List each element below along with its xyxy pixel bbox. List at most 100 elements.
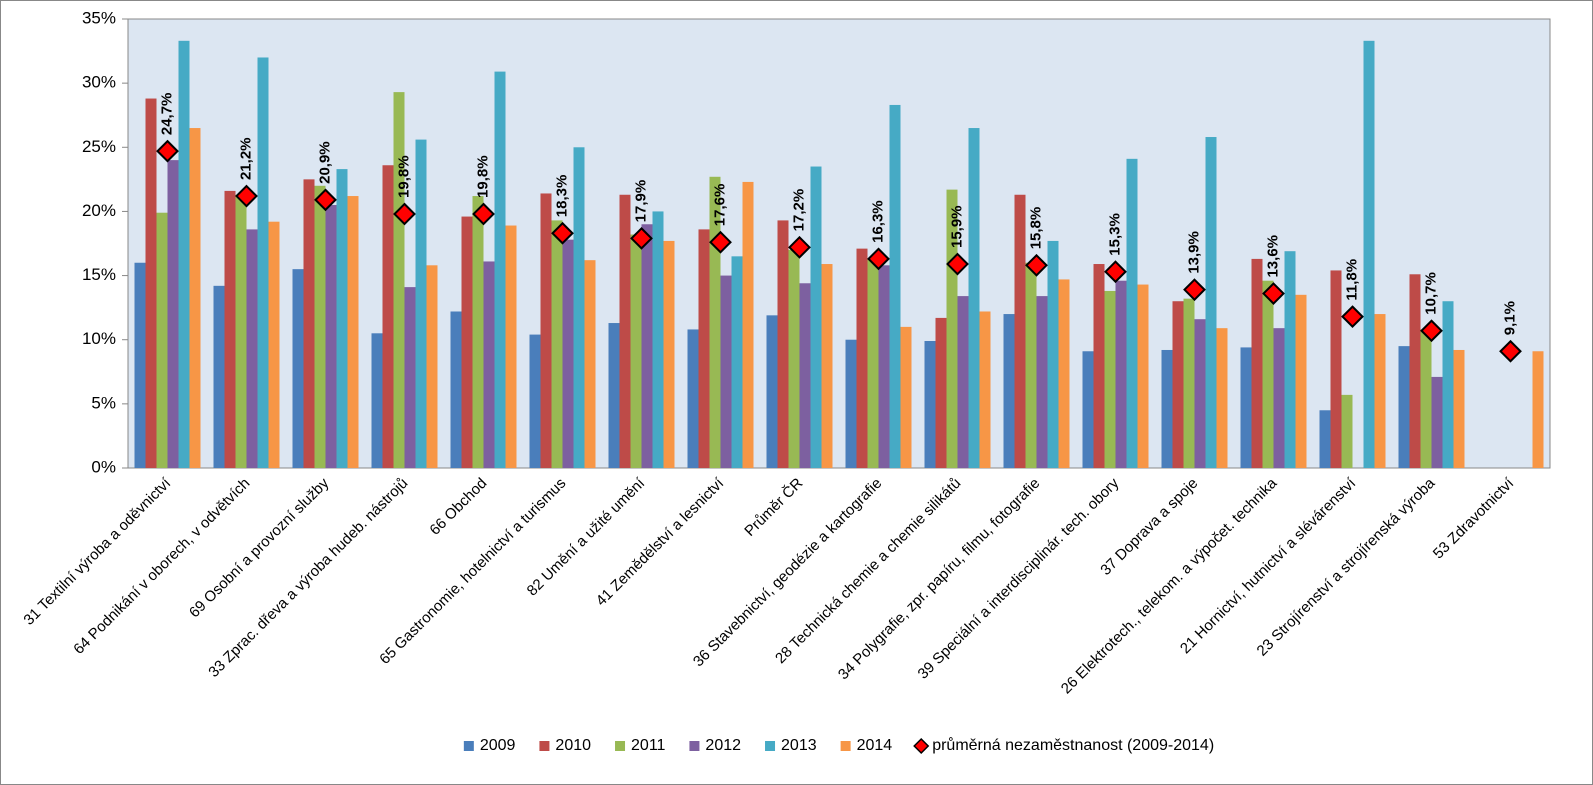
bar xyxy=(1273,328,1285,468)
bar xyxy=(303,179,315,468)
legend-swatch xyxy=(539,741,550,751)
bar xyxy=(134,262,146,468)
bar xyxy=(529,334,541,468)
plot-area xyxy=(127,18,1551,469)
bar xyxy=(935,317,947,468)
data-label: 19,8% xyxy=(395,155,412,198)
legend-marker xyxy=(913,737,930,755)
y-tick-label: 25% xyxy=(82,137,116,156)
bar xyxy=(867,258,879,468)
bar xyxy=(821,264,833,468)
data-label: 16,3% xyxy=(869,200,886,243)
bar xyxy=(1431,376,1443,468)
bar xyxy=(551,220,563,468)
bar xyxy=(1014,194,1026,468)
bar xyxy=(810,166,822,468)
bar xyxy=(845,339,857,468)
bar xyxy=(1183,298,1195,468)
bar xyxy=(1126,158,1138,468)
bar xyxy=(573,147,585,469)
marker xyxy=(1341,305,1364,329)
data-label: 11,8% xyxy=(1343,259,1360,301)
bar xyxy=(450,311,462,468)
legend-label: 2012 xyxy=(705,737,741,754)
bar xyxy=(1025,262,1037,468)
marker xyxy=(1104,260,1127,284)
y-tick-label: 20% xyxy=(82,201,116,220)
bar xyxy=(619,194,631,468)
bar xyxy=(766,315,778,468)
bar xyxy=(145,98,157,468)
bar xyxy=(1330,270,1342,468)
bar xyxy=(900,326,912,468)
marker xyxy=(551,221,574,245)
bar xyxy=(1251,258,1263,468)
bar xyxy=(946,189,958,468)
bar xyxy=(325,205,337,468)
bar xyxy=(924,340,936,468)
y-tick-label: 15% xyxy=(82,265,116,284)
legend-swatch xyxy=(615,741,626,751)
y-tick-label: 0% xyxy=(91,457,116,476)
y-tick-label: 10% xyxy=(82,329,116,348)
bar xyxy=(957,296,969,468)
bar xyxy=(404,287,416,468)
bar xyxy=(1398,346,1410,468)
marker xyxy=(1420,319,1443,343)
bar xyxy=(540,193,552,468)
data-label: 24,7% xyxy=(158,93,175,136)
bar xyxy=(167,160,179,468)
data-label: 15,9% xyxy=(948,205,965,248)
marker xyxy=(156,139,179,163)
bar xyxy=(788,249,800,468)
bar xyxy=(1194,319,1206,468)
bar xyxy=(663,240,675,468)
bar xyxy=(1093,264,1105,468)
bar xyxy=(777,220,789,468)
data-label: 17,2% xyxy=(790,189,807,232)
bar xyxy=(246,229,258,468)
data-label: 9,1% xyxy=(1501,301,1518,335)
data-label: 17,6% xyxy=(711,184,728,227)
bar xyxy=(1115,280,1127,468)
bar xyxy=(292,269,304,468)
legend-label: průměrná nezaměstnanost (2009-2014) xyxy=(932,736,1214,754)
bar xyxy=(1341,394,1353,468)
bar xyxy=(1047,240,1059,468)
bar xyxy=(336,169,348,468)
bar xyxy=(156,212,168,468)
bar xyxy=(1216,328,1228,468)
legend-label: 2014 xyxy=(857,737,893,754)
bar xyxy=(1284,251,1296,468)
legend-label: 2011 xyxy=(631,737,666,754)
bar xyxy=(415,139,427,469)
bar xyxy=(1058,279,1070,468)
bar xyxy=(641,224,653,468)
bar xyxy=(889,104,901,469)
bar xyxy=(1262,280,1274,468)
bar xyxy=(856,248,868,468)
bar xyxy=(1104,290,1116,468)
bar xyxy=(687,329,699,468)
data-label: 13,9% xyxy=(1185,231,1202,274)
bar xyxy=(1172,301,1184,468)
y-tick-label: 30% xyxy=(82,73,116,92)
bar xyxy=(1161,349,1173,468)
bar xyxy=(1453,349,1465,468)
bar xyxy=(709,176,721,468)
bar xyxy=(878,265,890,468)
data-label: 13,6% xyxy=(1264,235,1281,278)
marker xyxy=(393,202,416,226)
legend-swatch xyxy=(463,741,474,751)
data-label: 10,7% xyxy=(1422,272,1439,315)
bar xyxy=(1082,351,1094,468)
bar xyxy=(608,323,620,468)
marker xyxy=(709,230,732,254)
data-label: 15,3% xyxy=(1106,213,1123,256)
y-tick-label: 35% xyxy=(82,8,116,27)
bar xyxy=(1003,314,1015,468)
marker xyxy=(867,247,890,271)
bar xyxy=(652,211,664,468)
marker xyxy=(472,202,495,226)
data-label: 15,8% xyxy=(1027,207,1044,250)
